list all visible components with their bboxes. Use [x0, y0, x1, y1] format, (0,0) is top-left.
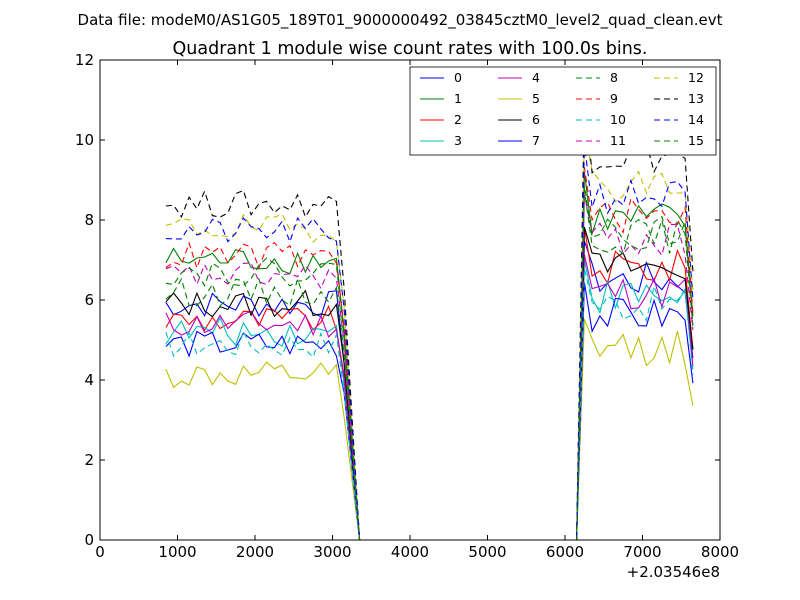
y-tick-label: 10 [75, 131, 94, 149]
series-line-2 [165, 227, 694, 540]
y-tick-label: 6 [84, 291, 94, 309]
legend-label-1: 1 [454, 91, 462, 106]
legend-label-6: 6 [532, 112, 540, 127]
y-tick-label: 2 [84, 451, 94, 469]
series-line-10 [165, 268, 694, 540]
series-line-3 [165, 259, 694, 540]
series-line-4 [165, 254, 694, 540]
x-tick-label: 8000 [701, 543, 739, 561]
series-line-13 [165, 98, 694, 540]
legend-label-13: 13 [688, 91, 704, 106]
legend-label-0: 0 [454, 70, 462, 85]
y-tick-label: 8 [84, 211, 94, 229]
series-line-15 [165, 185, 694, 540]
legend-label-10: 10 [610, 112, 626, 127]
legend-label-2: 2 [454, 112, 462, 127]
legend-label-4: 4 [532, 70, 540, 85]
y-tick-label: 0 [84, 531, 94, 549]
series-line-6 [165, 227, 694, 540]
legend-label-14: 14 [688, 112, 704, 127]
legend-label-15: 15 [688, 133, 704, 148]
y-tick-label: 12 [75, 51, 94, 69]
legend-label-11: 11 [610, 133, 626, 148]
data-file-header: Data file: modeM0/AS1G05_189T01_90000004… [78, 11, 723, 30]
legend-label-7: 7 [532, 133, 540, 148]
legend-box [409, 66, 717, 156]
x-tick-label: 4000 [391, 543, 429, 561]
plot-area [165, 98, 694, 540]
series-line-8 [165, 190, 694, 540]
series-line-11 [165, 194, 694, 540]
axes: 0 1000 2000 3000 4000 5000 6000 7000 80000246810… [75, 51, 739, 581]
x-tick-label: 5000 [468, 543, 506, 561]
x-tick-label: 3000 [313, 543, 351, 561]
legend-label-8: 8 [610, 70, 618, 85]
series-line-14 [165, 144, 694, 540]
y-tick-label: 4 [84, 371, 94, 389]
x-tick-label: 1000 [158, 543, 196, 561]
series-line-5 [165, 318, 694, 540]
series-line-9 [165, 167, 694, 540]
legend-label-12: 12 [688, 70, 704, 85]
series-line-1 [165, 171, 694, 540]
x-tick-label: 7000 [623, 543, 661, 561]
legend-label-9: 9 [610, 91, 618, 106]
x-tick-label: 0 [95, 543, 105, 561]
series-line-7 [165, 282, 694, 540]
x-offset-label: +2.03546e8 [627, 563, 720, 581]
x-tick-label: 2000 [236, 543, 274, 561]
legend-label-5: 5 [532, 91, 540, 106]
series-line-0 [165, 240, 694, 540]
series-line-12 [165, 130, 694, 540]
chart-title: Quadrant 1 module wise count rates with … [173, 39, 648, 59]
legend-label-3: 3 [454, 133, 462, 148]
x-tick-label: 6000 [546, 543, 584, 561]
